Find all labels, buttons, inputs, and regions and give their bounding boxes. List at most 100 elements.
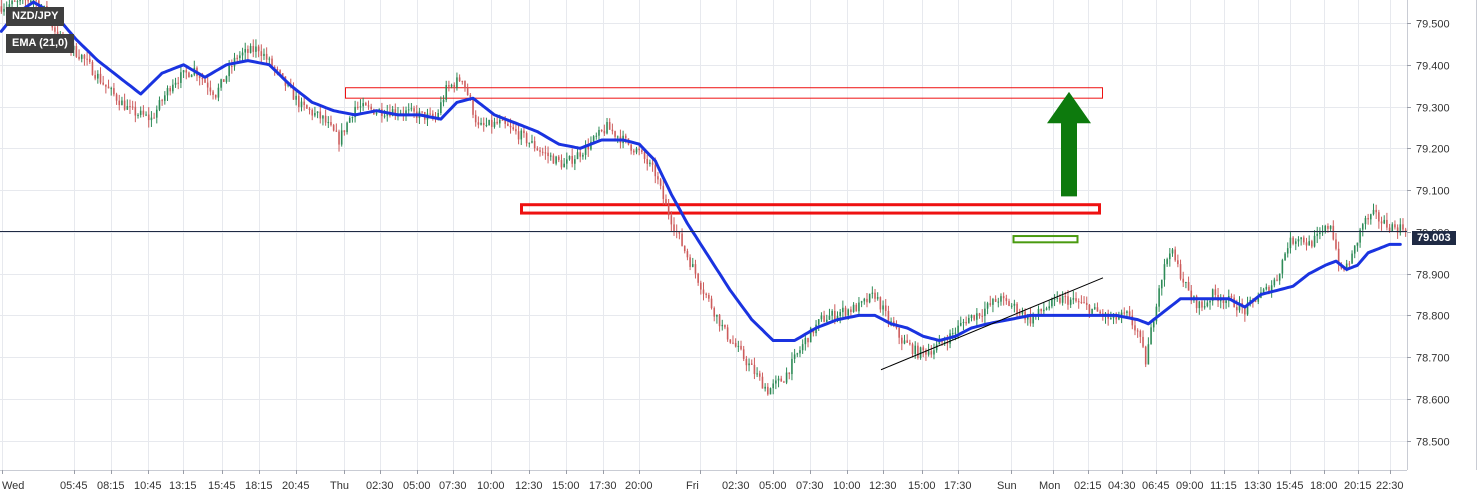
x-tick-label: 15:00	[552, 480, 580, 492]
candle-body	[761, 376, 764, 389]
candle-body	[683, 245, 686, 252]
candle-body	[394, 109, 397, 115]
resistance-zone-lower	[520, 203, 1101, 215]
candle-body	[78, 56, 80, 59]
candle-body	[579, 152, 582, 157]
candle-body	[793, 354, 796, 359]
candle-body	[1139, 331, 1142, 337]
candle-body	[209, 87, 212, 92]
candle-body	[1265, 286, 1268, 290]
candle-body	[992, 299, 994, 305]
candle-body	[611, 129, 614, 132]
candle-body	[1201, 301, 1203, 308]
candle-body	[1059, 297, 1061, 303]
candle-body	[1203, 306, 1206, 308]
candle-body	[493, 121, 496, 127]
candle-body	[606, 122, 608, 134]
candle-body	[292, 87, 295, 100]
candle-body	[951, 333, 954, 335]
current-price-tag: 79.003	[1412, 231, 1456, 245]
candle-body	[365, 103, 367, 106]
x-tick-label: 06:45	[1142, 480, 1170, 492]
candle-body	[1402, 224, 1404, 230]
candle-body	[383, 115, 386, 117]
candle-body	[1171, 249, 1174, 254]
candle-body	[536, 148, 539, 151]
candle-body	[105, 84, 107, 87]
candle-body	[1313, 235, 1316, 247]
candle-body	[405, 110, 407, 115]
candle-body	[97, 73, 99, 79]
candle-body	[1123, 312, 1126, 314]
candle-body	[842, 307, 844, 313]
candle-body	[1187, 282, 1190, 291]
x-tick-label: Thu	[330, 480, 349, 492]
candle-body	[1353, 245, 1356, 254]
candle-body	[598, 129, 600, 136]
candle-body	[1386, 219, 1388, 228]
candle-body	[322, 115, 324, 119]
symbol-label: NZD/JPY	[6, 7, 65, 26]
candle-body	[1399, 224, 1402, 233]
candle-body	[946, 342, 949, 344]
candle-body	[1096, 307, 1099, 312]
candle-body	[850, 309, 852, 312]
candle-body	[520, 130, 523, 140]
candle-body	[785, 372, 788, 383]
candle-body	[1394, 224, 1396, 228]
candle-body	[303, 101, 305, 106]
candle-body	[917, 345, 919, 359]
candle-body	[1257, 297, 1260, 302]
candle-body	[1040, 308, 1042, 312]
candle-body	[448, 85, 450, 87]
candle-body	[943, 342, 946, 344]
candle-body	[1016, 303, 1018, 314]
candle-body	[772, 383, 774, 389]
candle-body	[279, 70, 281, 74]
candle-body	[319, 111, 322, 119]
candle-body	[662, 185, 665, 200]
candle-body	[925, 350, 927, 355]
candle-body	[783, 381, 785, 383]
ema-series	[0, 0, 1402, 342]
candle-body	[432, 113, 434, 118]
candle-body	[1110, 318, 1112, 320]
candle-body	[1273, 279, 1276, 286]
candle-body	[1225, 300, 1227, 304]
candle-body	[1000, 296, 1002, 302]
candle-body	[1300, 237, 1302, 240]
candle-body	[541, 151, 544, 153]
candle-body	[413, 108, 415, 112]
candle-body	[1332, 225, 1335, 240]
candle-body	[654, 164, 657, 177]
candle-body	[689, 257, 691, 267]
candle-body	[978, 313, 981, 316]
candle-body	[584, 145, 587, 155]
candle-body	[777, 378, 780, 381]
x-tick-label: Mon	[1039, 480, 1060, 492]
candle-body	[1305, 242, 1308, 246]
candle-body	[359, 106, 362, 108]
candle-body	[228, 65, 230, 77]
candle-body	[88, 58, 91, 62]
candle-body	[959, 322, 962, 326]
candle-body	[440, 102, 442, 114]
candle-body	[734, 342, 737, 347]
candle-body	[716, 314, 718, 317]
candle-body	[260, 51, 263, 57]
candle-body	[1160, 279, 1163, 289]
candle-body	[1404, 229, 1407, 233]
candle-body	[150, 117, 153, 121]
candle-body	[1316, 234, 1319, 236]
candle-body	[134, 106, 137, 116]
candle-body	[466, 86, 469, 96]
candle-body	[582, 154, 584, 157]
candle-body	[1072, 298, 1075, 300]
candle-body	[236, 57, 238, 59]
candle-body	[1053, 298, 1056, 300]
trendline	[880, 277, 1104, 371]
candle-body	[1085, 302, 1088, 305]
candle-body	[935, 344, 938, 351]
candle-body	[354, 106, 356, 118]
